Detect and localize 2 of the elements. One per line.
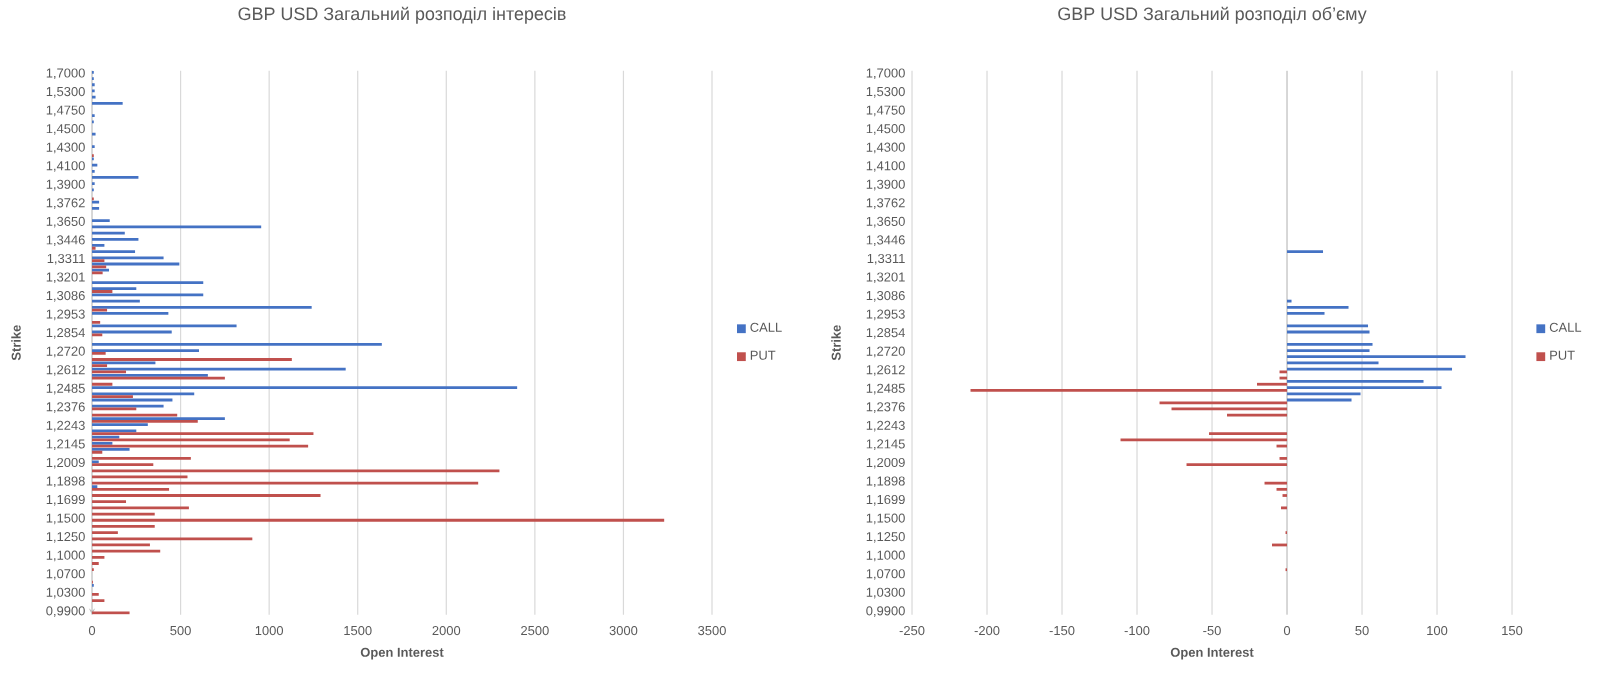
chart-title: GBP USD Загальний розподіл об’єму <box>1058 6 1367 24</box>
chart-title: GBP USD Загальний розподіл інтересів <box>238 6 566 24</box>
